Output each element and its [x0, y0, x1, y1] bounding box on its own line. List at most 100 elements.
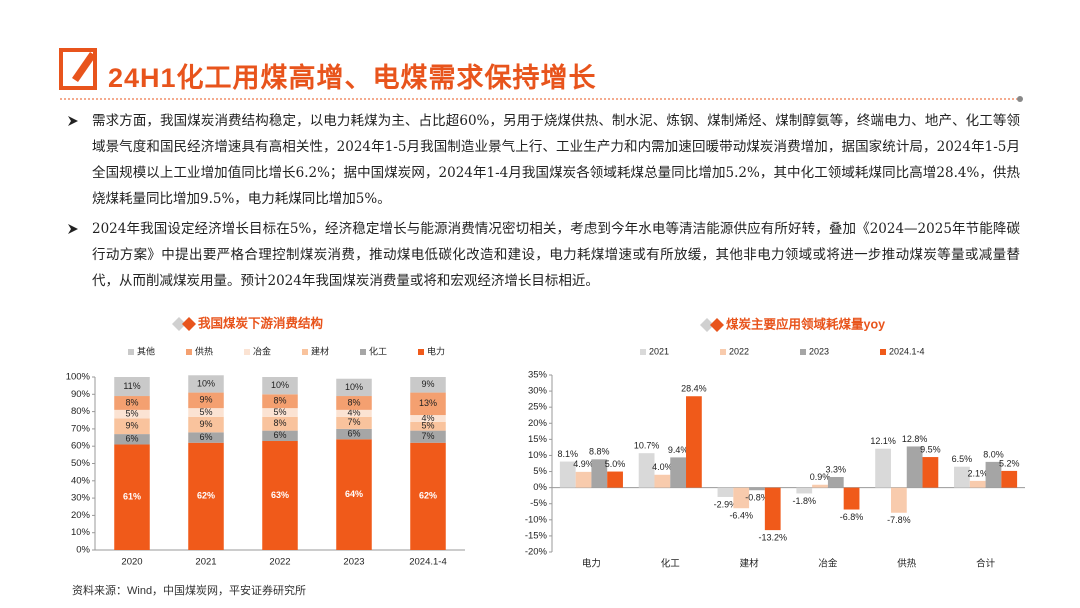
data-label: 6% [273, 430, 286, 440]
bar-segment [336, 428, 372, 440]
bar-segment [336, 378, 372, 397]
title-deco [182, 317, 196, 331]
data-label: 8.1% [558, 449, 579, 459]
bullet-text: 需求方面，我国煤炭消费结构稳定，以电力耗煤为主、占比超60%，另用于烧煤供热、制… [92, 113, 1020, 207]
bar-segment [188, 375, 224, 393]
x-tick-label: 化工 [661, 558, 681, 570]
y-tick-label: -20% [525, 547, 548, 558]
header-rule-dot [1017, 96, 1023, 102]
data-label: 4% [421, 413, 434, 423]
bar-segment [410, 442, 446, 550]
x-tick-label: 2020 [121, 557, 142, 568]
bar-segment [336, 439, 372, 550]
bar-segment [114, 409, 150, 419]
data-label: -13.2% [758, 532, 787, 542]
y-tick-label: 40% [71, 475, 91, 486]
x-tick-label: 供热 [897, 558, 917, 570]
bullet-marker [68, 116, 78, 126]
y-tick-label: 80% [71, 406, 91, 417]
bar-segment [336, 396, 372, 410]
bullet-marker [68, 224, 78, 234]
bar [764, 487, 781, 531]
bar-segment [114, 418, 150, 435]
bar [796, 487, 813, 494]
title-deco [700, 318, 714, 332]
page-title: 24H1化工用煤高增、电煤需求保持增长 [108, 63, 597, 93]
data-label: -0.8% [745, 493, 769, 503]
legend-swatch [186, 349, 192, 355]
legend-label: 建材 [311, 345, 329, 356]
x-tick-label: 电力 [582, 558, 601, 570]
y-tick-label: -15% [525, 530, 548, 541]
data-label: -1.8% [793, 496, 817, 506]
chart-title: 煤炭主要应用领域耗煤量yoy [726, 316, 885, 331]
x-tick-label: 2024.1-4 [409, 557, 447, 568]
data-label: 8% [273, 418, 286, 428]
data-label: 9% [125, 421, 138, 431]
bar-segment [114, 444, 150, 550]
data-label: 5.2% [999, 458, 1020, 468]
bar [654, 474, 671, 488]
legend-swatch [800, 349, 806, 355]
bar [985, 461, 1002, 488]
legend-swatch [880, 349, 886, 355]
data-label: 62% [197, 491, 215, 501]
legend-label: 化工 [369, 345, 387, 356]
bar [843, 487, 860, 510]
data-label: 5.0% [605, 459, 626, 469]
data-label: 9.4% [668, 445, 689, 455]
bar [875, 448, 891, 488]
bar-segment [410, 430, 446, 443]
legend-label: 2023 [809, 346, 829, 356]
bar [717, 487, 734, 497]
bar [686, 396, 702, 488]
bar [575, 471, 592, 488]
title-deco [172, 317, 186, 331]
bar [670, 457, 687, 488]
y-tick-label: 100% [66, 372, 91, 383]
data-label: 5% [421, 421, 434, 431]
bar [607, 471, 623, 488]
y-tick-label: 60% [71, 441, 91, 452]
chart-title: 我国煤炭下游消费结构 [198, 315, 323, 330]
bar-segment [188, 442, 224, 550]
data-label: 2.1% [967, 468, 988, 478]
bar [1001, 470, 1018, 488]
bar [638, 453, 655, 488]
data-label: -7.8% [887, 515, 911, 525]
y-tick-label: 10% [71, 527, 91, 538]
data-label: -6.8% [840, 512, 864, 522]
bar [922, 457, 939, 488]
y-tick-label: 90% [71, 389, 91, 400]
x-tick-label: 2021 [195, 557, 216, 568]
x-tick-label: 冶金 [818, 558, 838, 570]
bar-segment [114, 396, 150, 410]
data-label: 13% [419, 398, 437, 408]
data-label: 3.3% [826, 464, 847, 474]
legend-label: 供热 [195, 345, 213, 356]
data-label: -6.4% [729, 511, 753, 521]
bar [906, 446, 923, 488]
legend-swatch [128, 349, 134, 355]
data-label: 8% [347, 397, 360, 407]
data-label: 8% [273, 396, 286, 406]
y-tick-label: 35% [528, 370, 548, 381]
y-tick-label: 50% [71, 458, 91, 469]
legend-swatch [418, 349, 424, 355]
data-label: 63% [271, 490, 289, 500]
y-tick-label: 15% [528, 434, 548, 445]
data-label: 10% [197, 378, 215, 388]
bar-segment [336, 416, 372, 429]
data-label: 4.0% [652, 462, 673, 472]
y-tick-label: 70% [71, 423, 91, 434]
x-tick-label: 合计 [976, 558, 996, 570]
y-tick-label: 25% [528, 402, 548, 413]
legend-label: 其他 [137, 345, 155, 356]
legend-swatch [244, 349, 250, 355]
data-label: 9% [199, 395, 212, 405]
data-label: 4% [347, 408, 360, 418]
data-label: 10% [271, 380, 289, 390]
